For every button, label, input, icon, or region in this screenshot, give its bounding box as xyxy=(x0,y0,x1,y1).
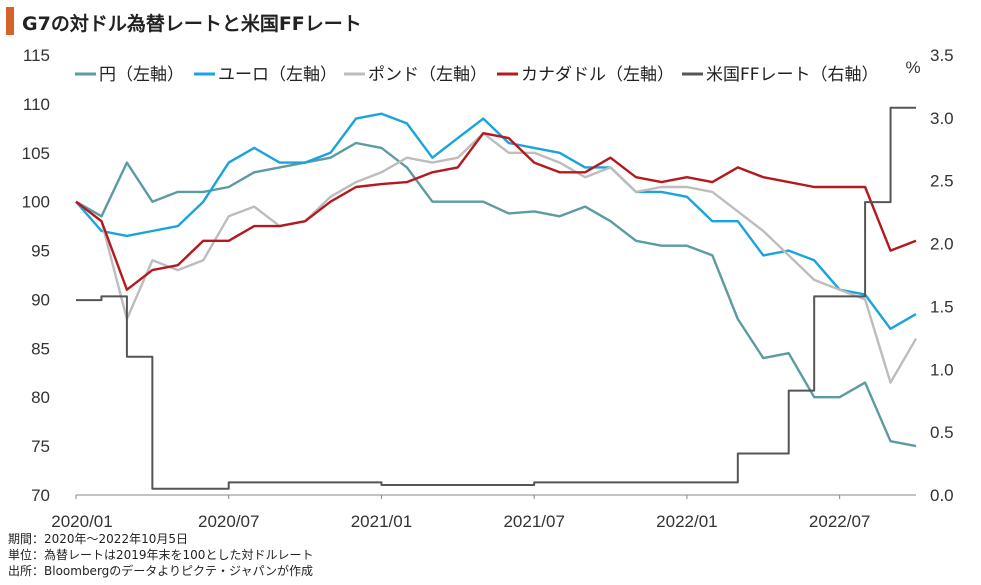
y-left-tick-label: 75 xyxy=(31,437,50,456)
series-line-1 xyxy=(75,112,917,330)
y-left-tick-label: 95 xyxy=(31,242,50,261)
note-period: 期間：2020年～2022年10月5日 xyxy=(8,532,188,546)
chart-svg: 70 75 80 85 90 95 100 105 110 115 0.0 0.5 1.0 1.5 2.0 2… xyxy=(22,46,954,531)
x-tick-label: 2021/01 xyxy=(351,512,412,531)
y-left-tick-label: 110 xyxy=(23,95,50,114)
y-left-tick-label: 105 xyxy=(22,144,50,163)
title-accent-bar xyxy=(6,7,14,35)
chart-notes: 期間：2020年～2022年10月5日 単位：為替レートは2019年末を100と… xyxy=(8,531,313,579)
note-source: 出所：Bloombergのデータよりピクテ・ジャパンが作成 xyxy=(8,564,314,578)
x-tick-label: 2020/07 xyxy=(198,512,259,531)
y-right-tick-label: 0.5 xyxy=(930,423,954,442)
series-line-3 xyxy=(75,132,917,291)
series-line-2 xyxy=(75,132,918,384)
x-tick-label: 2022/07 xyxy=(809,512,870,531)
y-right-tick-label: 2.5 xyxy=(930,172,954,191)
y-right-tick-label: 3.0 xyxy=(930,109,954,128)
y-right-tick-label: 1.0 xyxy=(930,360,954,379)
legend-label-0: 円（左軸） xyxy=(99,65,184,85)
series-line-4 xyxy=(76,106,916,490)
y-left-tick-label: 80 xyxy=(31,388,50,407)
x-tick-label: 2022/01 xyxy=(656,512,717,531)
y-right-tick-label: 1.5 xyxy=(930,297,954,316)
y-right-tick-label: 0.0 xyxy=(930,486,954,505)
legend-label-2: ポンド（左軸） xyxy=(368,65,487,85)
y-right-unit-label: % xyxy=(905,58,920,77)
y-left-tick-label: 90 xyxy=(31,290,50,309)
note-unit: 単位：為替レートは2019年末を100とした対ドルレート xyxy=(8,548,314,562)
y-left-tick-label: 85 xyxy=(31,339,50,358)
y-right-tick-label: 3.5 xyxy=(930,46,954,65)
legend-label-3: カナダドル（左軸） xyxy=(521,65,674,85)
series-line-0 xyxy=(75,141,917,448)
x-tick-label: 2020/01 xyxy=(51,512,112,531)
y-left-tick-label: 100 xyxy=(22,193,50,212)
legend-label-4: 米国FFレート（右軸） xyxy=(706,65,879,85)
y-left-tick-label: 115 xyxy=(23,46,50,65)
y-left-tick-label: 70 xyxy=(31,486,50,505)
legend-label-1: ユーロ（左軸） xyxy=(218,65,337,85)
chart-title: G7の対ドル為替レートと米国FFレート xyxy=(22,13,362,35)
y-right-tick-label: 2.0 xyxy=(930,235,954,254)
x-tick-label: 2021/07 xyxy=(503,512,564,531)
